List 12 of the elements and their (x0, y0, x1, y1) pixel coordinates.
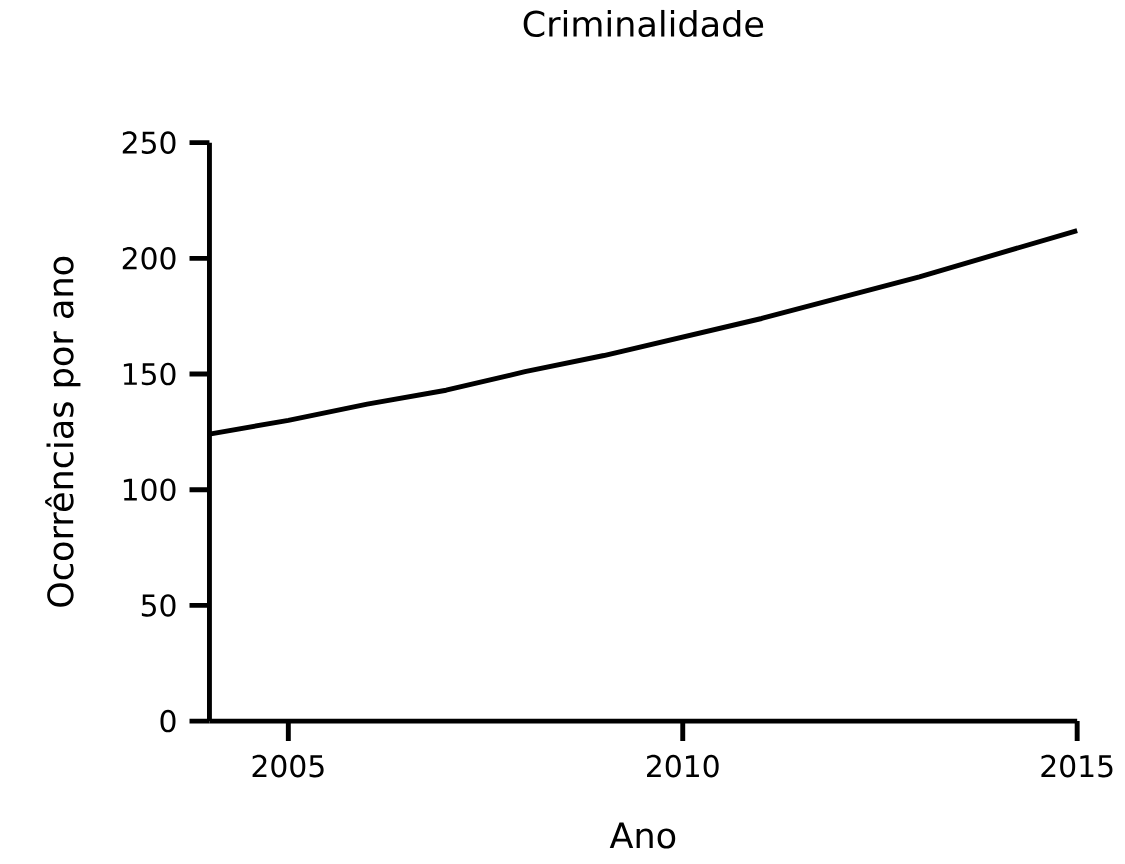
y-tick-label: 250 (122, 131, 176, 155)
y-tick-label: 50 (141, 594, 176, 617)
x-tick-label: 2015 (1041, 754, 1113, 778)
y-tick-label: 200 (122, 247, 176, 270)
y-tick-label: 150 (123, 362, 176, 386)
chart-title: Criminalidade (523, 10, 764, 38)
y-axis-title: Ocorrências por ano (45, 256, 81, 607)
x-tick-label: 2005 (252, 754, 324, 778)
y-tick-label: 0 (160, 709, 176, 733)
y-tick-label: 100 (123, 478, 176, 502)
x-tick-label: 2010 (647, 754, 719, 778)
x-axis-title: Ano (609, 822, 676, 849)
